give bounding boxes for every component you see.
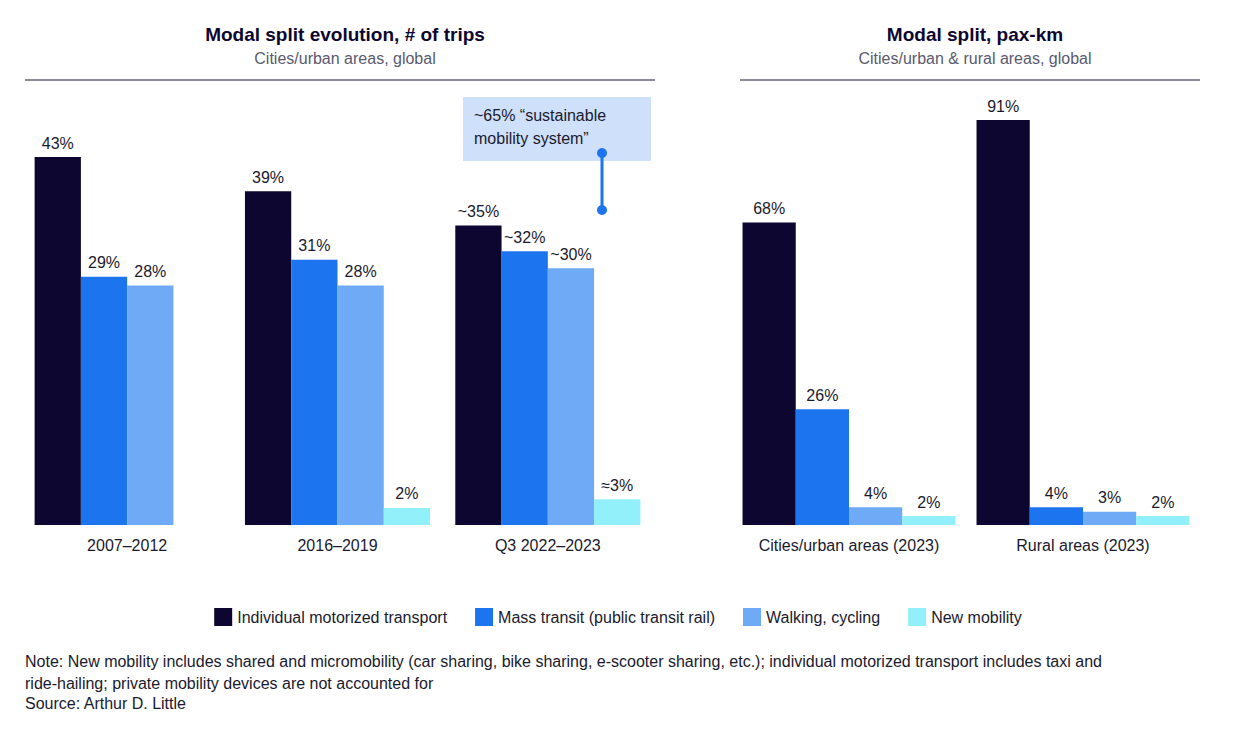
svg-text:Source: Arthur D. Little: Source: Arthur D. Little bbox=[25, 695, 186, 712]
svg-text:~30%: ~30% bbox=[550, 246, 591, 263]
svg-text:mobility system”: mobility system” bbox=[474, 130, 589, 147]
svg-text:4%: 4% bbox=[864, 485, 887, 502]
svg-text:Q3 2022–2023: Q3 2022–2023 bbox=[495, 537, 601, 554]
svg-text:29%: 29% bbox=[88, 254, 120, 271]
svg-text:Note: New mobility includes sh: Note: New mobility includes shared and m… bbox=[25, 653, 1106, 670]
svg-text:Walking, cycling: Walking, cycling bbox=[766, 609, 880, 626]
svg-text:Cities/urban areas, global: Cities/urban areas, global bbox=[254, 50, 435, 67]
svg-text:3%: 3% bbox=[1098, 489, 1121, 506]
svg-text:Rural areas (2023): Rural areas (2023) bbox=[1016, 537, 1149, 554]
svg-text:~65% “sustainable: ~65% “sustainable bbox=[474, 107, 611, 124]
svg-text:26%: 26% bbox=[806, 387, 838, 404]
svg-text:~32%: ~32% bbox=[504, 229, 545, 246]
svg-text:31%: 31% bbox=[298, 237, 330, 254]
svg-text:28%: 28% bbox=[134, 263, 166, 280]
svg-text:New mobility: New mobility bbox=[931, 609, 1022, 626]
svg-text:Cities/urban & rural areas, gl: Cities/urban & rural areas, global bbox=[858, 50, 1091, 67]
svg-text:Cities/urban areas (2023): Cities/urban areas (2023) bbox=[759, 537, 940, 554]
svg-text:Modal split evolution, # of tr: Modal split evolution, # of trips bbox=[205, 24, 485, 45]
svg-text:ride-hailing; private mobility: ride-hailing; private mobility devices a… bbox=[25, 675, 434, 692]
svg-text:Modal split, pax-km: Modal split, pax-km bbox=[887, 24, 1063, 45]
svg-text:2%: 2% bbox=[395, 485, 418, 502]
svg-text:39%: 39% bbox=[252, 169, 284, 186]
svg-text:Mass transit (public transit r: Mass transit (public transit rail) bbox=[498, 609, 715, 626]
svg-text:91%: 91% bbox=[987, 98, 1019, 115]
svg-text:43%: 43% bbox=[42, 135, 74, 152]
svg-text:2%: 2% bbox=[1151, 494, 1174, 511]
svg-text:2%: 2% bbox=[917, 494, 940, 511]
svg-text:2007–2012: 2007–2012 bbox=[87, 537, 167, 554]
svg-text:68%: 68% bbox=[753, 200, 785, 217]
svg-text:≈3%: ≈3% bbox=[601, 477, 633, 494]
svg-text:28%: 28% bbox=[345, 263, 377, 280]
svg-text:Individual motorized transport: Individual motorized transport bbox=[237, 609, 447, 626]
svg-text:4%: 4% bbox=[1045, 485, 1068, 502]
svg-text:2016–2019: 2016–2019 bbox=[297, 537, 377, 554]
svg-text:~35%: ~35% bbox=[458, 203, 499, 220]
